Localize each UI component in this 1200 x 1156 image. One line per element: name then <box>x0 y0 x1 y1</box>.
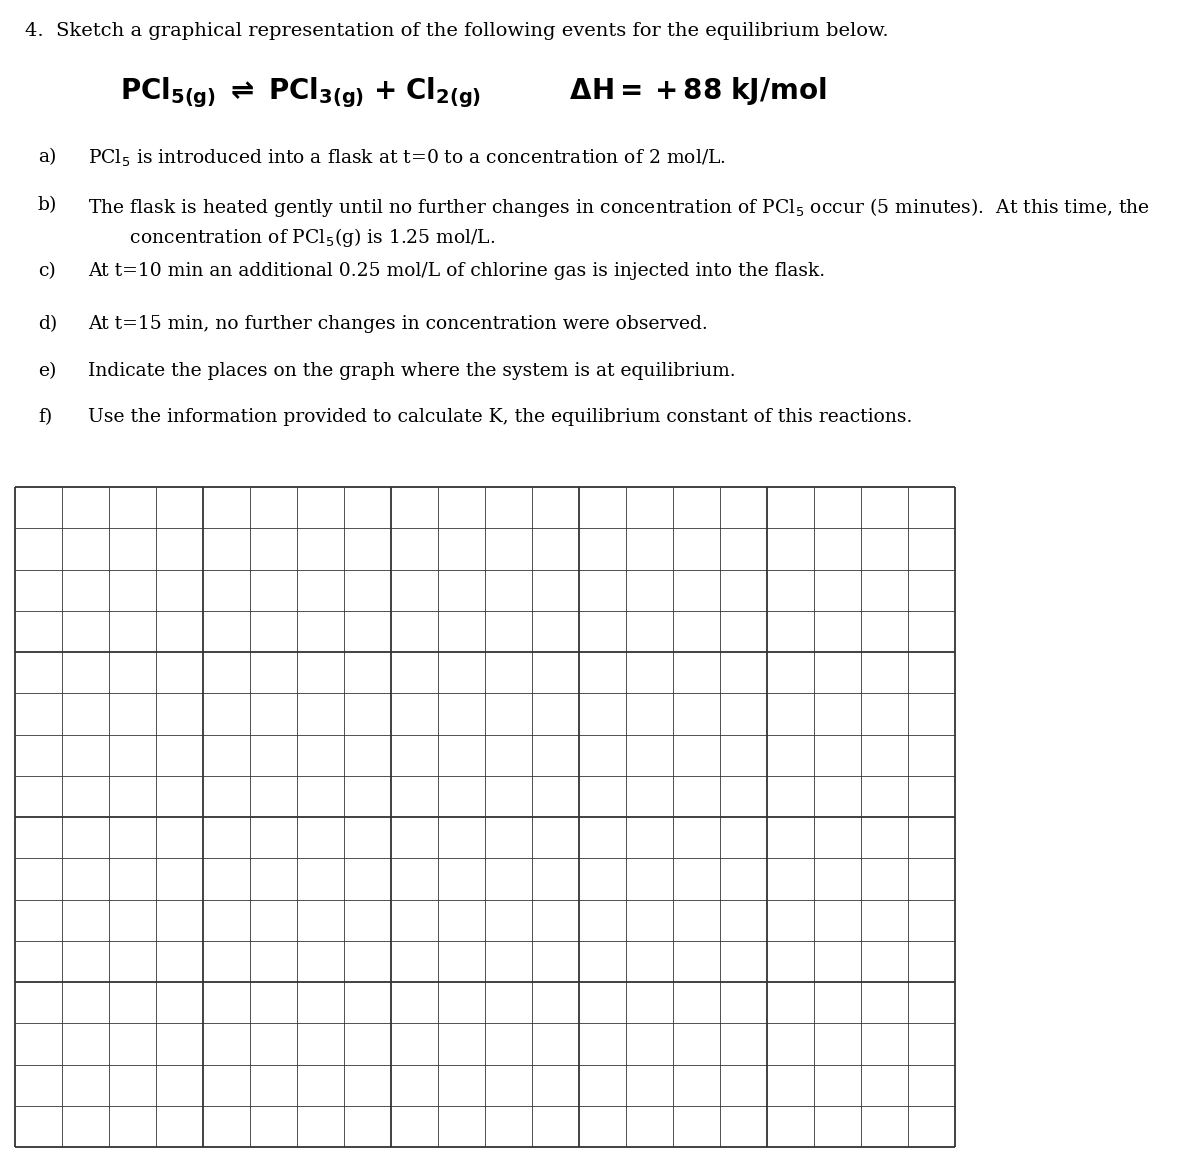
Text: $\mathbf{PCl_{5(g)}}$ $\mathbf{\rightleftharpoons}$ $\mathbf{PCl_{3(g)}}$ $\math: $\mathbf{PCl_{5(g)}}$ $\mathbf{\rightlef… <box>120 75 827 110</box>
Text: f): f) <box>38 408 53 427</box>
Text: The flask is heated gently until no further changes in concentration of PCl$_5$ : The flask is heated gently until no furt… <box>88 197 1150 249</box>
Text: e): e) <box>38 362 56 380</box>
Text: a): a) <box>38 148 56 166</box>
Text: Use the information provided to calculate K, the equilibrium constant of this re: Use the information provided to calculat… <box>88 408 912 427</box>
Text: b): b) <box>38 197 58 214</box>
Text: Indicate the places on the graph where the system is at equilibrium.: Indicate the places on the graph where t… <box>88 362 736 380</box>
Text: 4.  Sketch a graphical representation of the following events for the equilibriu: 4. Sketch a graphical representation of … <box>25 22 889 40</box>
Text: PCl$_5$ is introduced into a flask at t=0 to a concentration of 2 mol/L.: PCl$_5$ is introduced into a flask at t=… <box>88 148 726 169</box>
Text: c): c) <box>38 262 55 280</box>
Text: At t=15 min, no further changes in concentration were observed.: At t=15 min, no further changes in conce… <box>88 314 708 333</box>
Text: d): d) <box>38 314 58 333</box>
Text: At t=10 min an additional 0.25 mol/L of chlorine gas is injected into the flask.: At t=10 min an additional 0.25 mol/L of … <box>88 262 826 280</box>
